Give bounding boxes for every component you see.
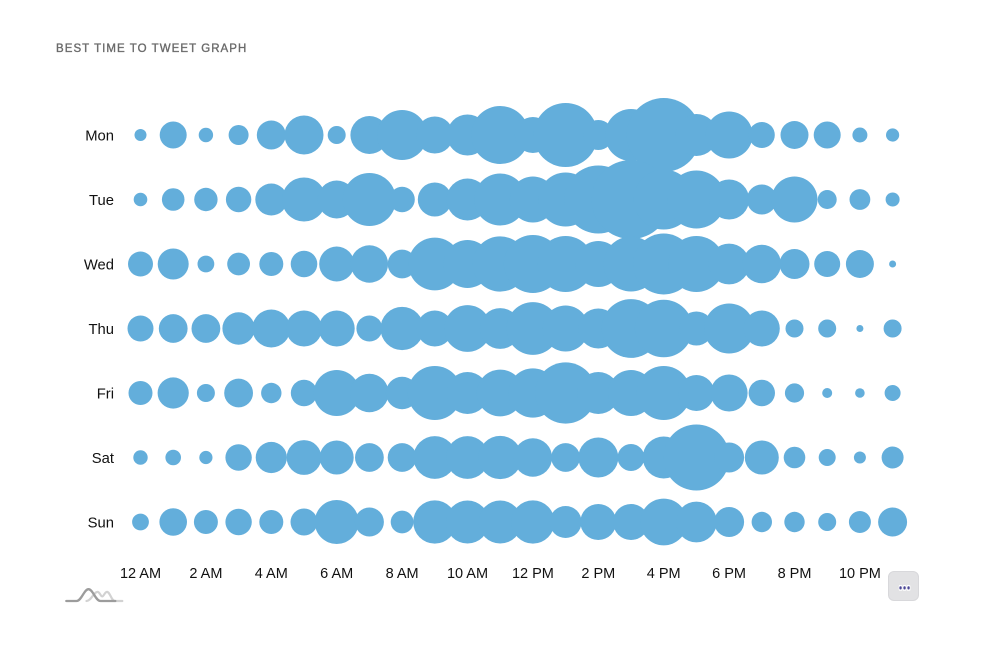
svg-text:4 PM: 4 PM: [647, 566, 681, 582]
svg-text:10 PM: 10 PM: [839, 566, 881, 582]
svg-text:6 AM: 6 AM: [320, 566, 353, 582]
svg-text:Sun: Sun: [88, 516, 114, 532]
svg-text:6 PM: 6 PM: [712, 566, 746, 582]
svg-text:8 AM: 8 AM: [386, 566, 419, 582]
svg-text:2 PM: 2 PM: [581, 566, 615, 582]
svg-text:Wed: Wed: [84, 258, 114, 274]
svg-text:12 PM: 12 PM: [512, 566, 554, 582]
svg-text:Tue: Tue: [89, 193, 114, 209]
svg-text:10 AM: 10 AM: [447, 566, 488, 582]
svg-text:4 AM: 4 AM: [255, 566, 288, 582]
svg-text:Fri: Fri: [97, 387, 114, 403]
svg-text:8 PM: 8 PM: [778, 566, 812, 582]
svg-text:12 AM: 12 AM: [120, 566, 161, 582]
svg-text:Thu: Thu: [89, 322, 115, 338]
svg-text:2 AM: 2 AM: [189, 566, 222, 582]
svg-text:Mon: Mon: [85, 129, 114, 145]
svg-text:Sat: Sat: [92, 451, 114, 467]
